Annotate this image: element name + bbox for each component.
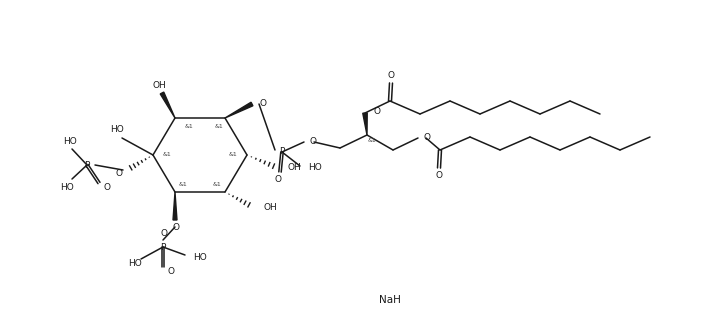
Text: HO: HO [128,259,142,269]
Text: HO: HO [60,182,74,192]
Text: P: P [84,160,89,170]
Text: &1: &1 [162,153,172,157]
Text: O: O [259,98,266,108]
Text: O: O [168,268,175,277]
Polygon shape [225,102,253,118]
Text: O: O [104,183,111,193]
Text: OH: OH [152,80,166,90]
Text: &1: &1 [214,124,223,129]
Text: &1: &1 [212,181,222,187]
Text: O: O [435,172,443,180]
Text: O: O [310,136,317,146]
Text: O: O [275,175,282,184]
Text: O: O [116,169,123,177]
Text: P: P [280,148,285,156]
Text: P: P [160,242,166,252]
Text: &1: &1 [184,124,193,129]
Polygon shape [173,192,177,220]
Text: OH: OH [288,163,302,173]
Text: &1: &1 [229,153,237,157]
Text: O: O [160,230,167,238]
Text: HO: HO [308,163,322,173]
Text: HO: HO [63,136,77,146]
Text: OH: OH [263,202,277,212]
Text: O: O [388,71,395,79]
Text: O: O [424,133,431,141]
Polygon shape [160,92,175,118]
Polygon shape [363,113,368,135]
Text: HO: HO [193,254,207,262]
Text: &1: &1 [368,137,376,142]
Text: HO: HO [110,126,124,134]
Text: &1: &1 [179,181,187,187]
Text: NaH: NaH [379,295,401,305]
Text: O: O [172,223,179,233]
Text: O: O [373,107,380,115]
